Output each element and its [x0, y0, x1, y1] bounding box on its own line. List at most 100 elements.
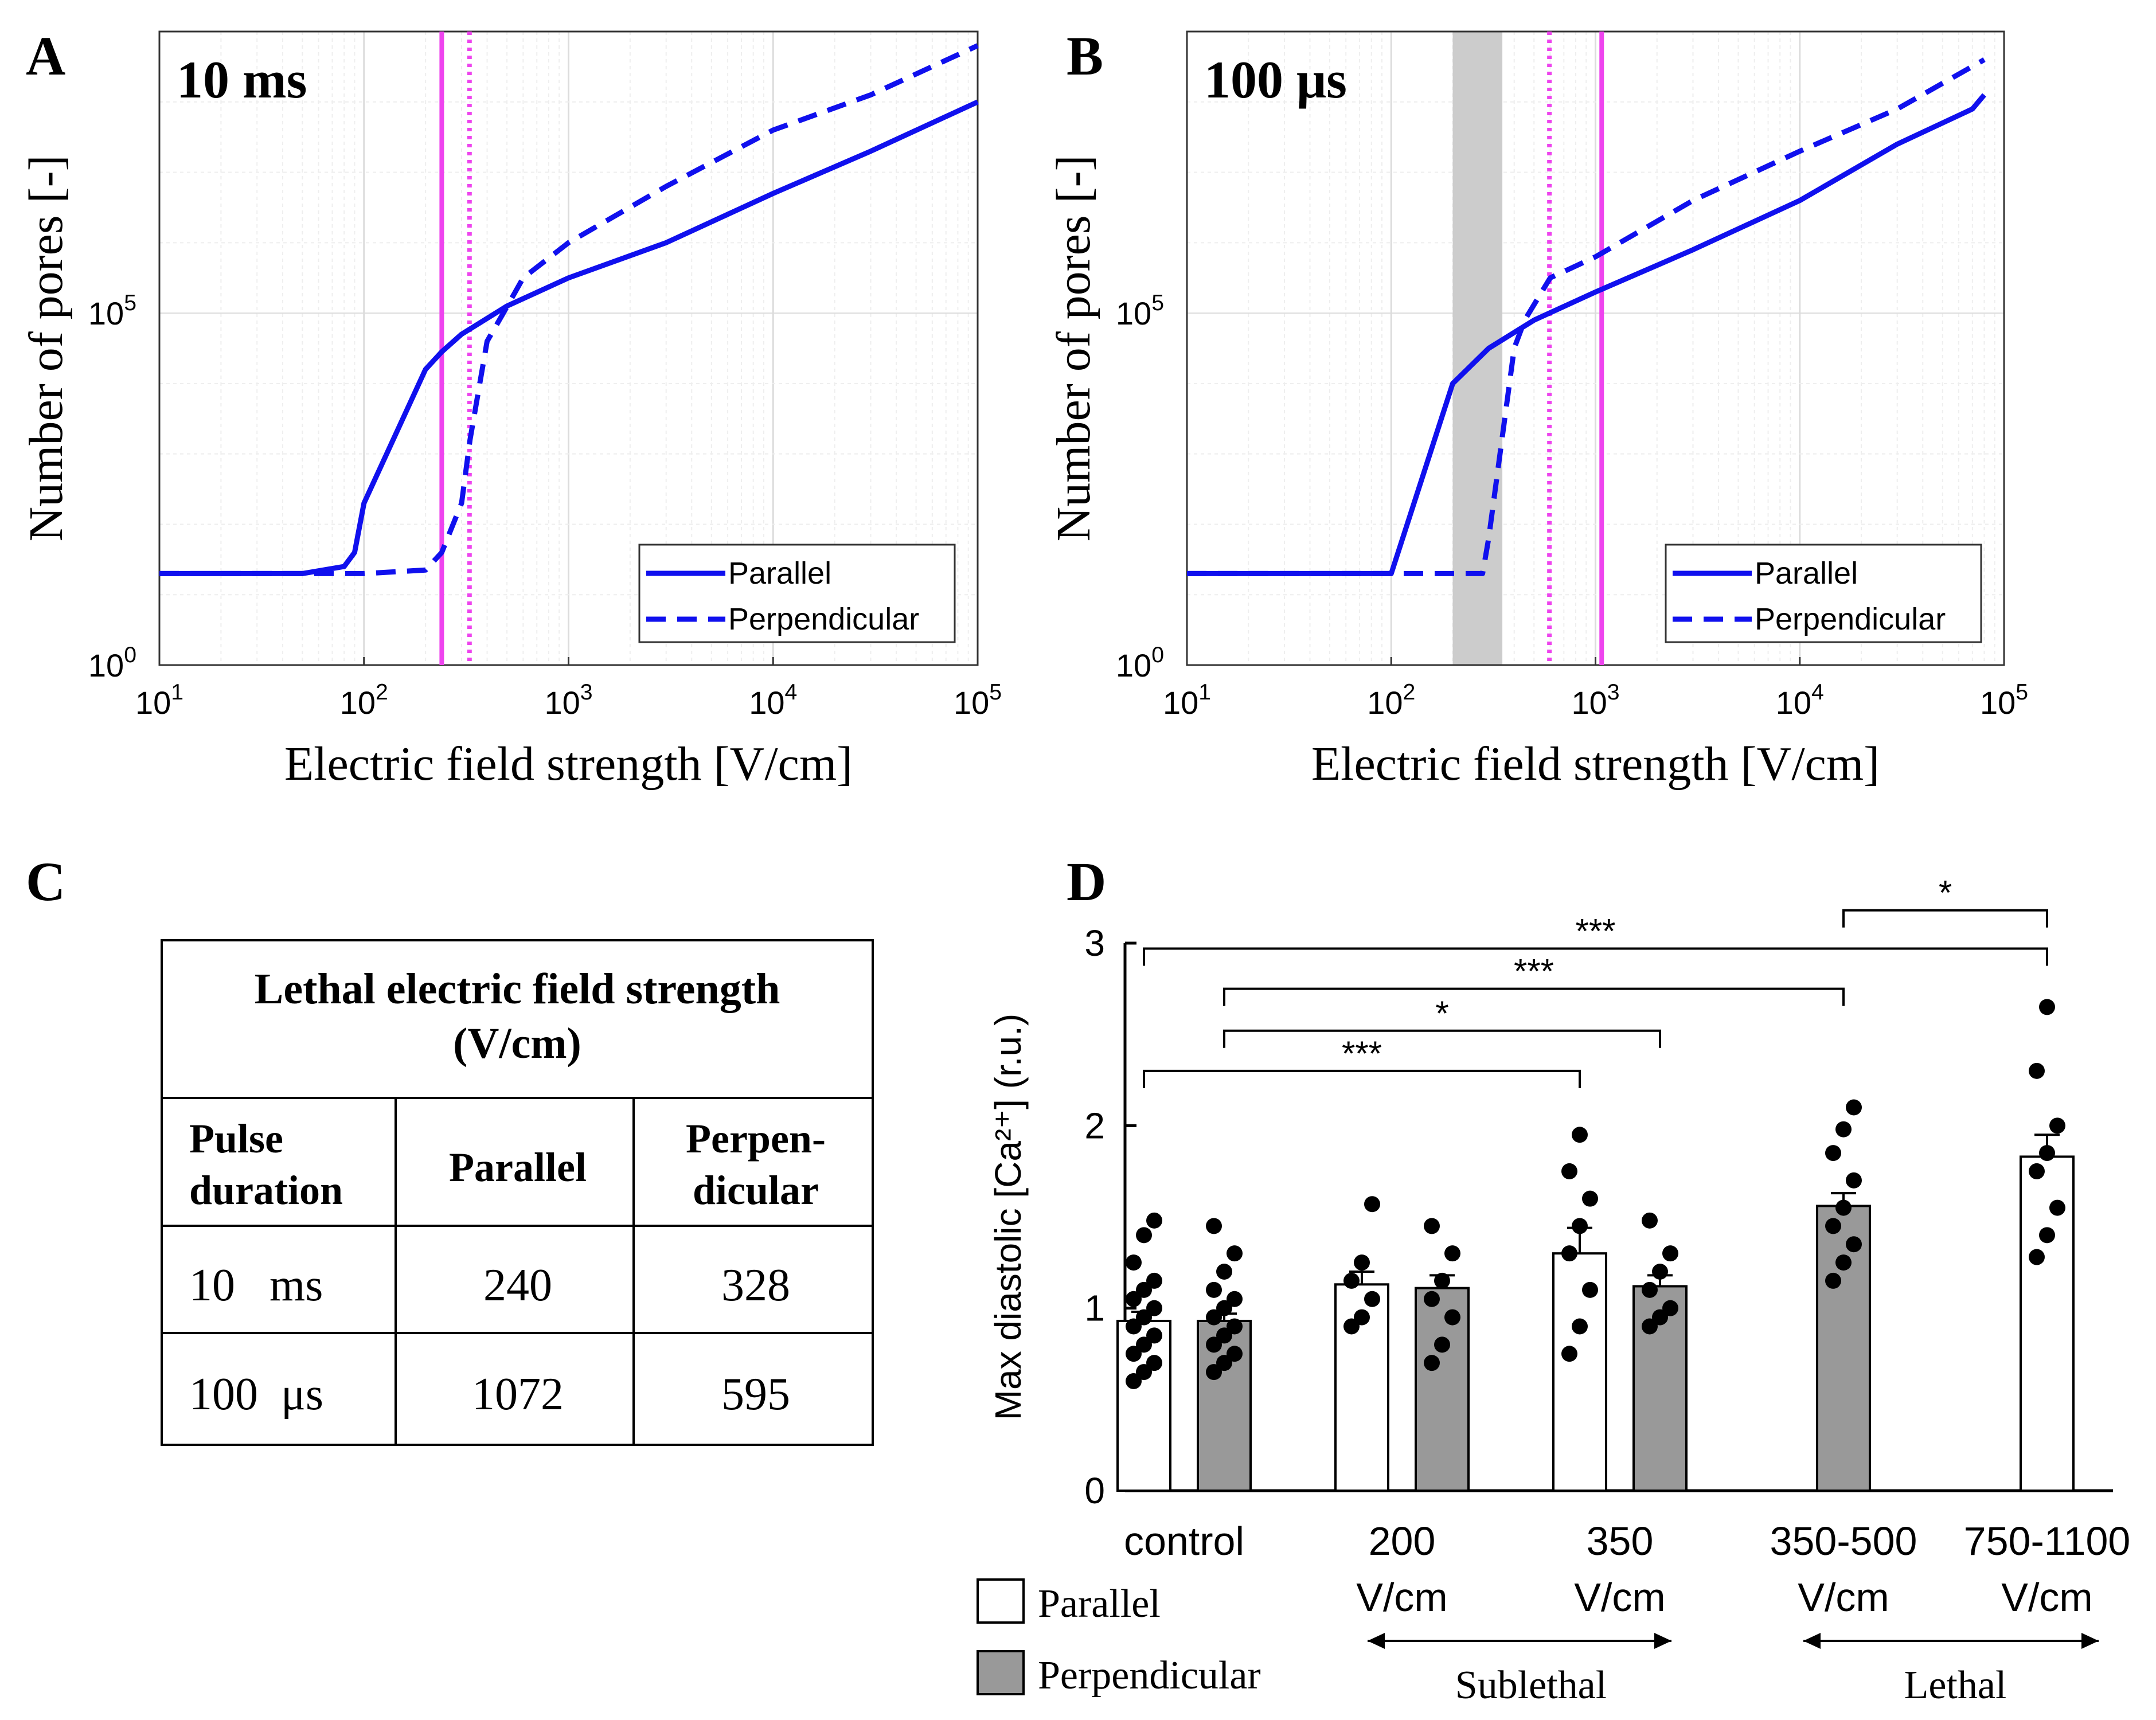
table-row2-parallel: 1072	[472, 1369, 564, 1420]
x-tick-label: 102	[340, 680, 388, 721]
y-tick-label: 1	[1084, 1288, 1105, 1329]
data-point	[1434, 1272, 1450, 1289]
table-header-duration-b: duration	[189, 1167, 343, 1213]
table-border	[161, 939, 874, 1446]
data-point	[2039, 999, 2055, 1015]
data-point	[2049, 1117, 2065, 1134]
series-line-perpendicular	[159, 43, 979, 576]
y-tick-label: 0	[1084, 1470, 1105, 1511]
group-label: control	[1124, 1519, 1244, 1563]
table-row1-duration: 10 ms	[189, 1260, 323, 1311]
data-point	[1146, 1272, 1162, 1289]
x-tick-label: 101	[1163, 680, 1211, 721]
x-tick-label: 105	[1980, 680, 2028, 721]
data-point	[1146, 1212, 1162, 1229]
x-tick-label: 103	[1571, 680, 1619, 721]
data-point	[1444, 1245, 1460, 1262]
data-point	[1126, 1254, 1142, 1271]
table-row2-perpendicular: 595	[721, 1369, 790, 1420]
data-point	[1126, 1318, 1142, 1335]
y-tick-label: 105	[88, 291, 136, 331]
data-point	[1216, 1300, 1232, 1316]
data-point	[1136, 1281, 1152, 1298]
data-point	[1846, 1099, 1862, 1116]
bar-parallel	[2020, 1155, 2075, 1492]
data-point	[1216, 1327, 1232, 1344]
y-axis-label: Number of pores [-]	[1047, 155, 1100, 541]
series-line-parallel	[159, 99, 979, 576]
data-point	[1572, 1127, 1588, 1143]
x-tick-label: 102	[1367, 680, 1415, 721]
data-point	[1846, 1236, 1862, 1253]
data-point	[1136, 1309, 1152, 1326]
data-point	[1216, 1355, 1232, 1371]
shaded-band	[1452, 32, 1503, 665]
data-point	[1825, 1272, 1841, 1289]
table-header-duration-a: Pulse	[189, 1116, 283, 1162]
sublethal-arrow-head-left	[1368, 1633, 1385, 1649]
group-label: 350-500	[1770, 1519, 1917, 1563]
range-sublethal-label: Sublethal	[1455, 1663, 1607, 1707]
y-axis-label: Number of pores [-]	[19, 155, 73, 541]
y-tick-label: 2	[1084, 1105, 1105, 1146]
significance-bracket	[1223, 987, 1845, 1006]
data-point	[1561, 1245, 1577, 1262]
data-point	[1227, 1245, 1243, 1262]
data-point	[1206, 1309, 1222, 1326]
data-point	[1146, 1355, 1162, 1371]
panel-c-letter: C	[26, 851, 65, 912]
data-point	[1572, 1218, 1588, 1234]
data-point	[1206, 1364, 1222, 1381]
data-point	[1642, 1212, 1658, 1229]
x-tick-label: 103	[544, 680, 592, 721]
table-row1-perpendicular: 328	[721, 1260, 790, 1311]
range-lethal-label: Lethal	[1904, 1663, 2007, 1707]
data-point	[1582, 1190, 1598, 1207]
data-point	[1206, 1336, 1222, 1353]
group-label: V/cm	[1574, 1575, 1665, 1620]
data-point	[1146, 1327, 1162, 1344]
legend-perpendicular-label: Perpendicular	[728, 602, 919, 636]
data-point	[1343, 1272, 1360, 1289]
x-tick-label: 105	[954, 680, 1002, 721]
data-point	[2029, 1062, 2045, 1079]
data-point	[1642, 1318, 1658, 1335]
data-point	[1835, 1254, 1852, 1271]
table-row1-parallel: 240	[483, 1260, 552, 1311]
panel-a-line-chart: 101 102 103 104 105 100 105 Electric field stre…	[19, 30, 1002, 791]
table-title-line2: (V/cm)	[453, 1019, 581, 1068]
data-point	[2039, 1227, 2055, 1244]
legend-perpendicular-label: Perpendicular	[1038, 1653, 1261, 1698]
panel-title: 100 μs	[1204, 50, 1347, 109]
data-point	[1652, 1309, 1668, 1326]
data-point	[1146, 1300, 1162, 1316]
data-point	[1206, 1281, 1222, 1298]
data-point	[1825, 1218, 1841, 1234]
table-header-perpendicular-a: Perpen-	[686, 1116, 826, 1162]
y-tick-label: 100	[1116, 643, 1164, 683]
significance-label: *	[1435, 994, 1448, 1033]
y-tick-label: 100	[88, 643, 136, 683]
group-label: V/cm	[1798, 1575, 1889, 1620]
data-point	[2049, 1199, 2065, 1216]
legend-parallel-swatch	[977, 1578, 1025, 1624]
group-label: 200	[1369, 1519, 1436, 1563]
significance-bracket	[1842, 909, 2048, 928]
data-point	[1354, 1254, 1370, 1271]
data-point	[1561, 1163, 1577, 1179]
group-label: 750-1100	[1964, 1519, 2131, 1563]
x-tick-label: 104	[1776, 680, 1824, 721]
lethal-arrow-head-right	[2081, 1633, 2099, 1649]
group-label: 350	[1587, 1519, 1654, 1563]
bar-perpendicular	[1415, 1287, 1470, 1492]
data-point	[1662, 1300, 1678, 1316]
data-point	[1136, 1227, 1152, 1244]
data-point	[1424, 1291, 1440, 1307]
legend-box	[638, 544, 956, 643]
data-point	[1227, 1318, 1243, 1335]
data-point	[1444, 1309, 1460, 1326]
legend-perpendicular-swatch	[977, 1650, 1025, 1695]
significance-bracket	[1223, 1029, 1661, 1048]
